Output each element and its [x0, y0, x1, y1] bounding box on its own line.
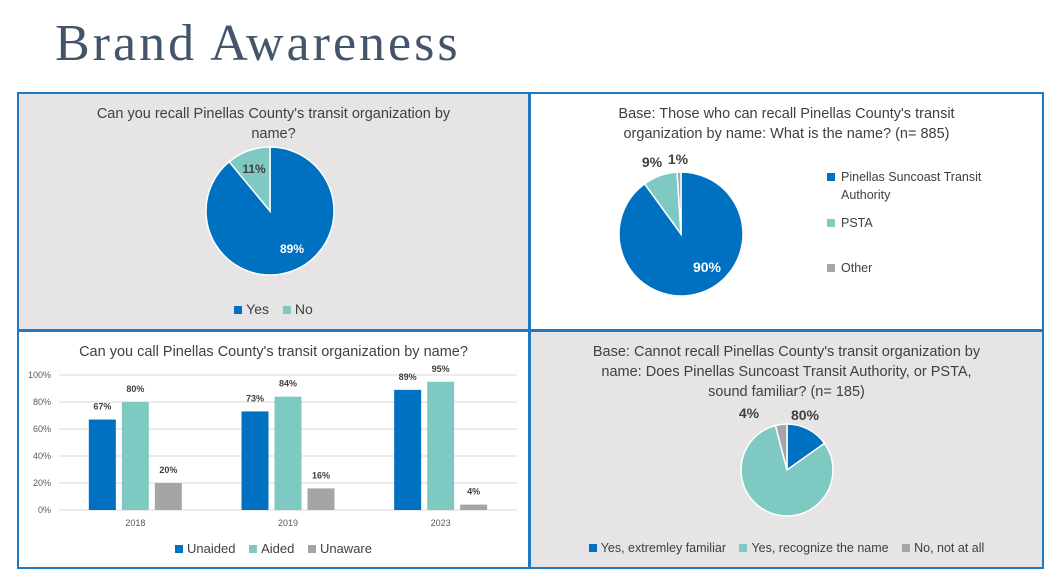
legend-swatch — [739, 544, 748, 552]
legend-swatch — [588, 544, 597, 552]
data-label: 84% — [279, 379, 297, 389]
y-tick-label: 20% — [33, 478, 51, 488]
data-label: 16% — [312, 470, 330, 480]
data-label: 9% — [642, 154, 663, 170]
pie-chart-recall: 89% 11% — [205, 146, 335, 276]
pie-chart-familiar: 15%80%4% — [739, 405, 834, 517]
data-label: 20% — [159, 465, 177, 475]
chart-title: Can you call Pinellas County's transit o… — [79, 344, 468, 360]
data-label: 4% — [467, 487, 480, 497]
legend-label: No — [294, 301, 313, 317]
data-label: 80% — [791, 407, 820, 423]
legend-label: Yes — [246, 301, 270, 317]
panel-familiar-pie: Base: Cannot recall Pinellas County's tr… — [529, 330, 1044, 569]
data-label: 4% — [739, 405, 760, 421]
legend-item-no: No — [282, 301, 313, 317]
pie-slice — [676, 171, 682, 235]
bar-chart: 0% 20% 40% 60% 80% 100% 67% 80% 20% 2018 73% 84% 16%… — [28, 364, 517, 528]
panel-bar-chart: Can you call Pinellas County's transit o… — [17, 330, 530, 569]
legend-item-extremely-familiar: Yes, extremley familiar — [588, 541, 726, 555]
pie-slice — [740, 424, 834, 517]
legend-item-aided: Aided — [249, 541, 294, 556]
data-label: 80% — [126, 384, 144, 394]
pie-slice — [228, 146, 271, 214]
legend-item-psta: PSTA — [827, 214, 997, 232]
data-label: 73% — [246, 393, 264, 403]
legend-swatch — [827, 219, 835, 227]
data-label: 11% — [242, 162, 266, 176]
chart-title: Can you recall Pinellas County's transit… — [96, 106, 451, 142]
bar — [121, 402, 149, 510]
legend-label: PSTA — [841, 216, 873, 230]
bar — [154, 483, 182, 510]
legend-item-not-at-all: No, not at all — [902, 541, 984, 555]
legend-label: Other — [841, 261, 873, 275]
legend-swatch — [827, 173, 835, 181]
y-tick-label: 100% — [28, 370, 51, 380]
legend: Unaided Aided Unaware — [19, 541, 528, 556]
legend-swatch — [234, 306, 243, 314]
page-title: Brand Awareness — [55, 15, 461, 72]
legend-swatch — [307, 545, 316, 553]
legend-item-unaware: Unaware — [307, 541, 372, 556]
legend-label: Pinellas Suncoast Transit Authority — [841, 170, 982, 202]
legend: Yes, extremley familiar Yes, recognize t… — [531, 541, 1042, 555]
legend-label: Unaware — [319, 541, 372, 556]
legend-label: Unaided — [187, 541, 236, 556]
legend-swatch — [175, 545, 184, 553]
legend-label: Yes, recognize the name — [751, 541, 889, 555]
legend-label: Yes, extremley familiar — [600, 541, 726, 555]
panel-recall-pie: Can you recall Pinellas County's transit… — [17, 92, 530, 331]
bar — [460, 504, 488, 510]
y-tick-label: 40% — [33, 451, 51, 461]
y-tick-label: 0% — [38, 505, 51, 515]
legend-item-unaided: Unaided — [175, 541, 235, 556]
x-tick-label: 2023 — [431, 518, 451, 528]
bar — [274, 396, 302, 510]
data-label: 89% — [399, 372, 417, 382]
x-tick-label: 2018 — [125, 518, 145, 528]
legend-swatch — [282, 306, 291, 314]
legend-item-other: Other — [827, 259, 997, 277]
panel-name-pie: Base: Those who can recall Pinellas Coun… — [529, 92, 1044, 331]
legend-item-yes: Yes — [234, 301, 269, 317]
legend-label: No, not at all — [914, 541, 985, 555]
y-tick-label: 80% — [33, 397, 51, 407]
chart-title: Base: Cannot recall Pinellas County's tr… — [592, 344, 981, 400]
data-label: 67% — [93, 402, 111, 412]
data-label: 1% — [668, 151, 689, 167]
data-label: 95% — [432, 364, 450, 374]
data-label: 89% — [280, 242, 304, 256]
legend-swatch — [902, 544, 911, 552]
legend-item-recognize-name: Yes, recognize the name — [739, 541, 889, 555]
legend-swatch — [827, 264, 835, 272]
chart-title: Base: Those who can recall Pinellas Coun… — [618, 106, 955, 142]
data-label: 90% — [693, 259, 722, 275]
bar — [427, 381, 455, 510]
legend: Yes No — [19, 301, 528, 317]
bar — [241, 411, 269, 510]
pie-slice — [774, 423, 788, 471]
y-tick-label: 60% — [33, 424, 51, 434]
legend-item-psta-full: Pinellas Suncoast Transit Authority — [827, 168, 997, 204]
pie-chart-name: 90% 9% 1% — [618, 151, 744, 297]
bar — [307, 488, 335, 510]
legend-swatch — [249, 545, 258, 553]
bar — [88, 419, 116, 510]
legend-label: Aided — [261, 541, 295, 556]
bar — [394, 389, 422, 510]
x-tick-label: 2019 — [278, 518, 298, 528]
